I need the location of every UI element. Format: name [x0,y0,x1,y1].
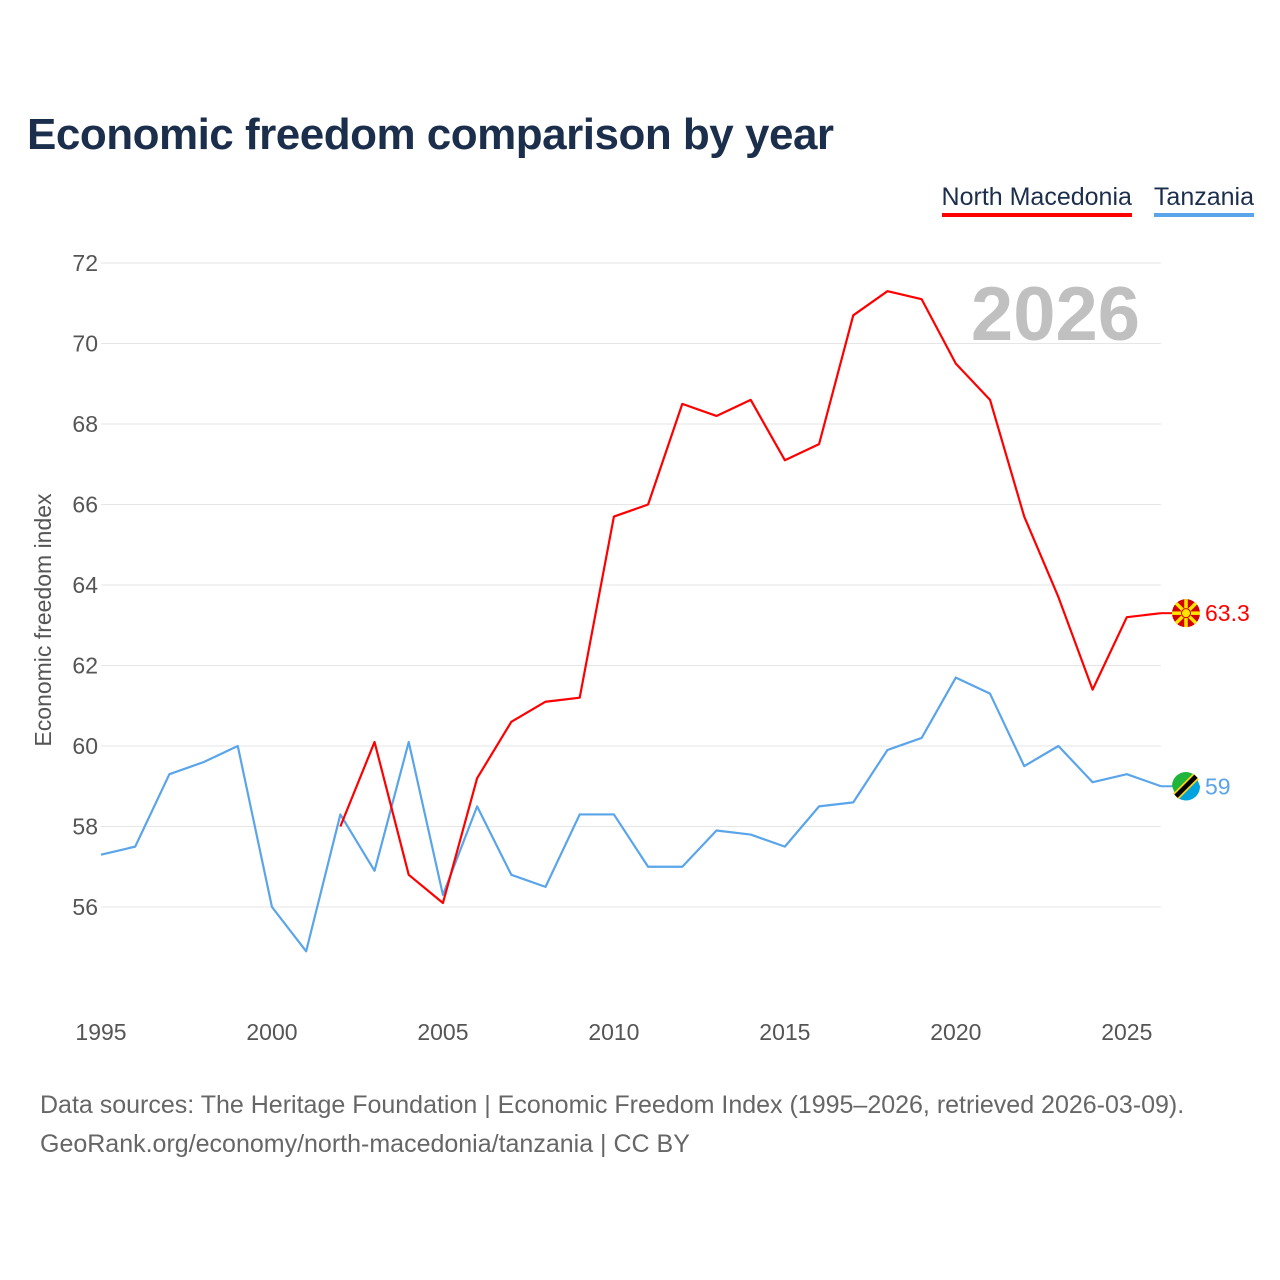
end-value-label-tanzania: 59 [1205,773,1231,799]
x-tick-label: 2010 [588,1019,639,1045]
y-tick-label: 64 [72,572,98,598]
end-value-label-north-macedonia: 63.3 [1205,600,1250,626]
y-tick-label: 58 [72,814,98,840]
x-tick-label: 2020 [930,1019,981,1045]
chart-title: Economic freedom comparison by year [27,110,834,159]
x-tick-label: 1995 [75,1019,126,1045]
y-tick-label: 72 [72,250,98,276]
y-tick-label: 62 [72,653,98,679]
flag-stripe-black [1174,774,1198,798]
x-tick-label: 2000 [246,1019,297,1045]
legend: North Macedonia Tanzania [941,183,1254,217]
x-tick-label: 2005 [417,1019,468,1045]
legend-tanzania[interactable]: Tanzania [1153,183,1254,217]
y-tick-label: 66 [72,492,98,518]
y-axis-label: Economic freedom index [30,493,56,747]
y-tick-label: 68 [72,411,98,437]
y-tick-label: 56 [72,894,98,920]
x-tick-label: 2025 [1101,1019,1152,1045]
year-watermark: 2026 [971,272,1140,357]
series-line-north-macedonia [339,290,1162,905]
y-tick-label: 60 [72,733,98,759]
legend-north-macedonia[interactable]: North Macedonia [941,183,1132,217]
source-url[interactable]: GeoRank.org/economy/north-macedonia/tanz… [40,1130,690,1158]
source-text: Data sources: The Heritage Foundation | … [40,1091,1185,1119]
flag-sun [1181,608,1191,619]
y-tick-label: 70 [72,331,98,357]
series-line-tanzania [100,676,1162,953]
footer: Data sources: The Heritage Foundation | … [40,1086,1184,1164]
x-tick-label: 2015 [759,1019,810,1045]
